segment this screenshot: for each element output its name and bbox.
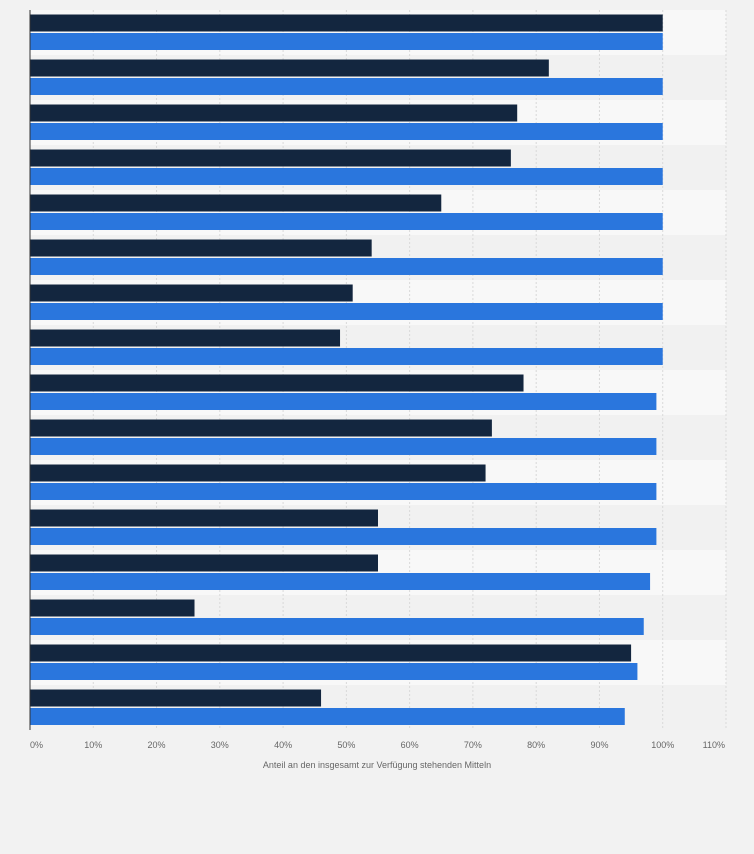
- bar-series-2[interactable]: [30, 78, 663, 95]
- x-tick-label: 40%: [274, 740, 292, 750]
- bar-series-2[interactable]: [30, 528, 657, 545]
- x-tick-label: 20%: [148, 740, 166, 750]
- x-tick-label: 0%: [30, 740, 43, 750]
- bar-series-1[interactable]: [30, 599, 195, 617]
- x-tick-label: 30%: [211, 740, 229, 750]
- bar-series-2[interactable]: [30, 213, 663, 230]
- bar-series-1[interactable]: [30, 104, 518, 122]
- bar-series-1[interactable]: [30, 374, 524, 392]
- bar-series-1[interactable]: [30, 509, 378, 527]
- bar-series-1[interactable]: [30, 194, 442, 212]
- bar-series-2[interactable]: [30, 663, 638, 680]
- bar-series-1[interactable]: [30, 59, 549, 77]
- bar-series-2[interactable]: [30, 438, 657, 455]
- bar-series-1[interactable]: [30, 464, 486, 482]
- bar-series-1[interactable]: [30, 149, 511, 167]
- bar-series-2[interactable]: [30, 303, 663, 320]
- bar-series-1[interactable]: [30, 14, 663, 32]
- bar-series-1[interactable]: [30, 554, 378, 572]
- x-tick-label: 100%: [651, 740, 674, 750]
- bar-series-2[interactable]: [30, 348, 663, 365]
- x-tick-labels: 0% 10% 20% 30% 40% 50% 60% 70% 80% 90% 100% 110%: [30, 740, 725, 750]
- bar-series-1[interactable]: [30, 329, 341, 347]
- bar-series-1[interactable]: [30, 644, 632, 662]
- x-tick-label: 50%: [337, 740, 355, 750]
- bar-series-2[interactable]: [30, 708, 625, 725]
- bar-series-2[interactable]: [30, 393, 657, 410]
- bar-series-1[interactable]: [30, 284, 353, 302]
- x-tick-label: 80%: [527, 740, 545, 750]
- bar-series-2[interactable]: [30, 618, 644, 635]
- bar-series-1[interactable]: [30, 419, 492, 437]
- x-tick-label: 70%: [464, 740, 482, 750]
- x-tick-label: 10%: [84, 740, 102, 750]
- x-axis-title: Anteil an den insgesamt zur Verfügung st…: [263, 760, 491, 770]
- bars: [30, 14, 663, 725]
- bar-series-1[interactable]: [30, 689, 322, 707]
- x-tick-label: 60%: [401, 740, 419, 750]
- bar-series-1[interactable]: [30, 239, 372, 257]
- bar-series-2[interactable]: [30, 573, 651, 590]
- bar-series-2[interactable]: [30, 258, 663, 275]
- x-tick-label: 90%: [590, 740, 608, 750]
- bar-series-2[interactable]: [30, 33, 663, 50]
- bar-series-2[interactable]: [30, 483, 657, 500]
- bar-series-2[interactable]: [30, 123, 663, 140]
- x-tick-label: 110%: [703, 740, 725, 750]
- bar-series-2[interactable]: [30, 168, 663, 185]
